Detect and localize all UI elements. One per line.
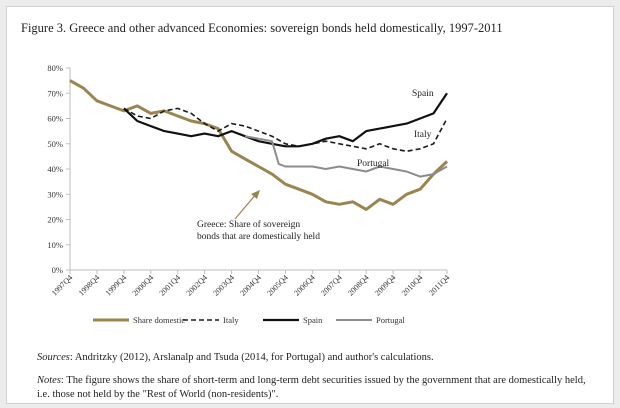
annotation-greece-line1: Greece: Share of sovereign: [197, 219, 300, 230]
annotation-italy: Italy: [414, 130, 432, 140]
annotations: Spain Italy Portugal Greece: Share of sover…: [197, 89, 434, 242]
notes-text: : The figure shows the share of short-te…: [37, 375, 586, 400]
y-tick-label: 70%: [47, 88, 63, 98]
series-lines: [69, 79, 449, 211]
legend-label-portugal: Portugal: [376, 315, 405, 325]
x-tick-label: 2001Q4: [158, 273, 183, 298]
annotation-greece-line2: bonds that are domestically held: [197, 232, 320, 242]
x-tick-label: 2008Q4: [346, 273, 371, 298]
series-line-italy: [123, 107, 448, 153]
x-tick-label: 2003Q4: [211, 273, 236, 298]
y-tick-label: 0%: [52, 265, 63, 275]
x-tick-label: 2005Q4: [265, 273, 290, 298]
sources-label: Sources: [37, 352, 70, 363]
legend-label-italy: Italy: [223, 315, 239, 325]
y-tick-label: 50%: [47, 139, 63, 149]
axes: 0% 10% 20% 30% 40% 50% 60% 70% 80% 1997Q4 1998Q4 19…: [47, 63, 451, 298]
legend-label-spain: Spain: [303, 315, 323, 325]
x-tick-label: 2002Q4: [184, 273, 209, 298]
annotation-spain: Spain: [412, 89, 434, 99]
annotation-arrow-head: [251, 190, 260, 199]
y-tick-label: 10%: [47, 240, 63, 250]
figure-card: Figure 3. Greece and other advanced Econ…: [6, 6, 614, 404]
x-tick-label: 2004Q4: [238, 273, 263, 298]
legend: Share domestic Italy Spain Portugal: [93, 315, 405, 325]
notes-label: Notes: [37, 375, 61, 386]
sources-text: : Andritzky (2012), Arslanalp and Tsuda …: [69, 352, 434, 363]
series-line-spain: [123, 92, 448, 148]
legend-label-greece: Share domestic: [133, 315, 185, 325]
annotation-arrow-shaft: [234, 192, 258, 220]
annotation-portugal: Portugal: [357, 159, 390, 169]
series-line-greece: [69, 79, 449, 211]
x-tick-label: 2006Q4: [292, 273, 317, 298]
series-line-portugal: [244, 135, 448, 178]
x-tick-label: 2011Q4: [427, 273, 451, 297]
figure-title: Figure 3. Greece and other advanced Econ…: [21, 21, 503, 35]
y-tick-label: 60%: [47, 114, 63, 124]
x-tick-label: 1998Q4: [77, 273, 102, 298]
line-chart: 0% 10% 20% 30% 40% 50% 60% 70% 80% 1997Q4 1998Q4 19…: [47, 63, 451, 325]
notes-text-block: Notes: The figure shows the share of sho…: [37, 374, 597, 402]
x-tick-label: 2009Q4: [373, 273, 398, 298]
y-tick-label: 20%: [47, 215, 63, 225]
y-tick-label: 30%: [47, 189, 63, 199]
x-tick-label: 1997Q4: [50, 273, 75, 298]
x-tick-label: 2007Q4: [319, 273, 344, 298]
y-tick-label: 40%: [47, 164, 63, 174]
x-tick-label: 2010Q4: [400, 273, 425, 298]
x-tick-label: 2000Q4: [131, 273, 156, 298]
sources-note: Sources: Andritzky (2012), Arslanalp and…: [37, 352, 434, 363]
x-tick-label: 1999Q4: [104, 273, 129, 298]
y-tick-label: 80%: [47, 63, 63, 73]
